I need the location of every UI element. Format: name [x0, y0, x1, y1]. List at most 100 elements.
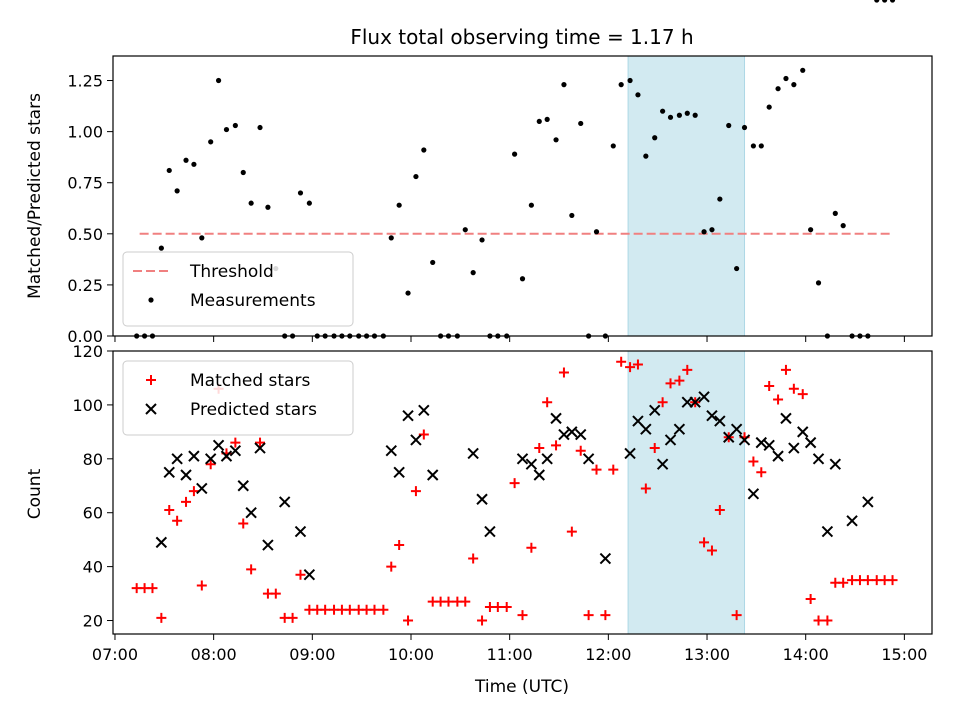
matched-star-point: [468, 553, 479, 564]
matched-star-point: [270, 588, 281, 599]
matched-star-point: [600, 610, 611, 621]
predicted-star-point: [229, 445, 242, 457]
x-tick-label: 14:00: [783, 645, 829, 664]
measurement-point: [815, 280, 822, 286]
predicted-star-point: [294, 525, 307, 538]
predicted-star-point: [772, 450, 784, 462]
y-tick-label: 120: [72, 342, 103, 361]
matched-star-point: [196, 580, 207, 591]
predicted-star-point: [254, 442, 266, 454]
predicted-star-point: [582, 453, 595, 465]
y-tick-label: 0.50: [67, 225, 103, 244]
measurement-point: [775, 86, 781, 92]
matched-star-point: [822, 615, 833, 626]
measurement-point: [174, 188, 180, 194]
measurement-point: [536, 118, 542, 125]
matched-star-point: [517, 610, 528, 621]
predicted-star-point: [278, 496, 291, 508]
measurement-point: [297, 190, 304, 196]
matched-star-point: [748, 456, 759, 467]
matched-star-point: [640, 483, 651, 494]
predicted-star-point: [155, 536, 168, 549]
measurement-point: [832, 210, 838, 216]
measurement-point: [717, 196, 723, 202]
measurement-point: [183, 157, 189, 163]
y-tick-label: 0.75: [67, 174, 103, 193]
predicted-star-point: [262, 539, 274, 551]
measurement-point: [627, 77, 633, 84]
predicted-star-point: [303, 568, 316, 581]
measurement-point: [726, 122, 732, 129]
predicted-star-point: [797, 426, 809, 438]
measurement-point: [578, 120, 584, 127]
measurement-point: [388, 235, 394, 241]
matched-star-point: [542, 397, 553, 408]
predicted-star-point: [163, 466, 175, 478]
y-tick-label: 0.00: [67, 327, 103, 346]
measurement-point: [191, 161, 197, 167]
y-tick-label: 60: [83, 504, 103, 523]
matched-star-point: [526, 542, 537, 553]
measurement-point: [800, 67, 806, 73]
predicted-star-point: [780, 412, 792, 425]
predicted-star-point: [664, 434, 677, 446]
predicted-star-point: [624, 447, 636, 460]
legend: Matched stars Predicted stars: [122, 360, 354, 436]
matched-star-point: [674, 375, 685, 386]
matched-star-point: [706, 545, 717, 556]
matched-star-point: [575, 445, 586, 456]
predicted-star-point: [525, 458, 538, 470]
matched-star-point: [320, 604, 331, 615]
predicted-star-point: [846, 515, 858, 527]
predicted-star-point: [476, 493, 488, 505]
measurement-point: [248, 200, 254, 206]
measurement-point: [840, 223, 846, 229]
measurement-point: [618, 82, 624, 88]
predicted-star-point: [550, 412, 562, 425]
predicted-star-point: [804, 436, 817, 449]
predicted-star-points: [155, 391, 874, 581]
matched-star-point: [714, 505, 725, 516]
matched-star-point: [566, 526, 577, 537]
y-tick-label: 20: [83, 612, 103, 631]
predicted-star-point: [862, 496, 874, 508]
predicted-star-point: [738, 434, 751, 446]
measurement-point: [199, 235, 205, 241]
measurement-point: [791, 82, 797, 88]
matched-star-point: [551, 440, 562, 451]
y-tick-label: 100: [72, 396, 103, 415]
predicted-star-point: [204, 453, 217, 465]
measurement-point: [553, 137, 559, 143]
matched-star-point: [731, 610, 742, 621]
predicted-star-point: [188, 450, 200, 462]
matched-star-point: [838, 577, 849, 588]
matched-star-point: [164, 505, 175, 516]
predicted-star-point: [558, 428, 570, 441]
matched-star-point: [443, 596, 454, 607]
matched-star-point: [591, 464, 602, 475]
predicted-star-point: [393, 466, 405, 478]
measurement-point: [512, 151, 518, 157]
matched-star-point: [344, 604, 355, 615]
measurement-point: [208, 139, 214, 145]
predicted-star-point: [755, 436, 768, 449]
legend-label: Matched stars: [190, 371, 310, 391]
legend: Threshold Measurements: [122, 251, 354, 327]
matched-star-point: [369, 604, 380, 615]
legend-label: Threshold: [189, 262, 274, 282]
matched-star-point: [509, 478, 520, 489]
measurement-point: [561, 82, 567, 88]
measurement-point: [479, 237, 485, 243]
matched-star-point: [460, 596, 471, 607]
matched-star-point: [887, 575, 898, 586]
matched-star-point: [616, 356, 627, 367]
predicted-star-point: [220, 450, 233, 462]
predicted-star-point: [171, 453, 183, 465]
measurement-point: [808, 227, 814, 233]
plot-layer: 0.00 0.25 0.50 0.75 1.00 1.25 Threshold Measure…: [67, 0, 933, 664]
matched-star-point: [649, 443, 660, 454]
panel-frame: [112, 350, 933, 635]
legend-matched-swatch: [146, 375, 156, 385]
matched-star-point: [246, 564, 257, 575]
